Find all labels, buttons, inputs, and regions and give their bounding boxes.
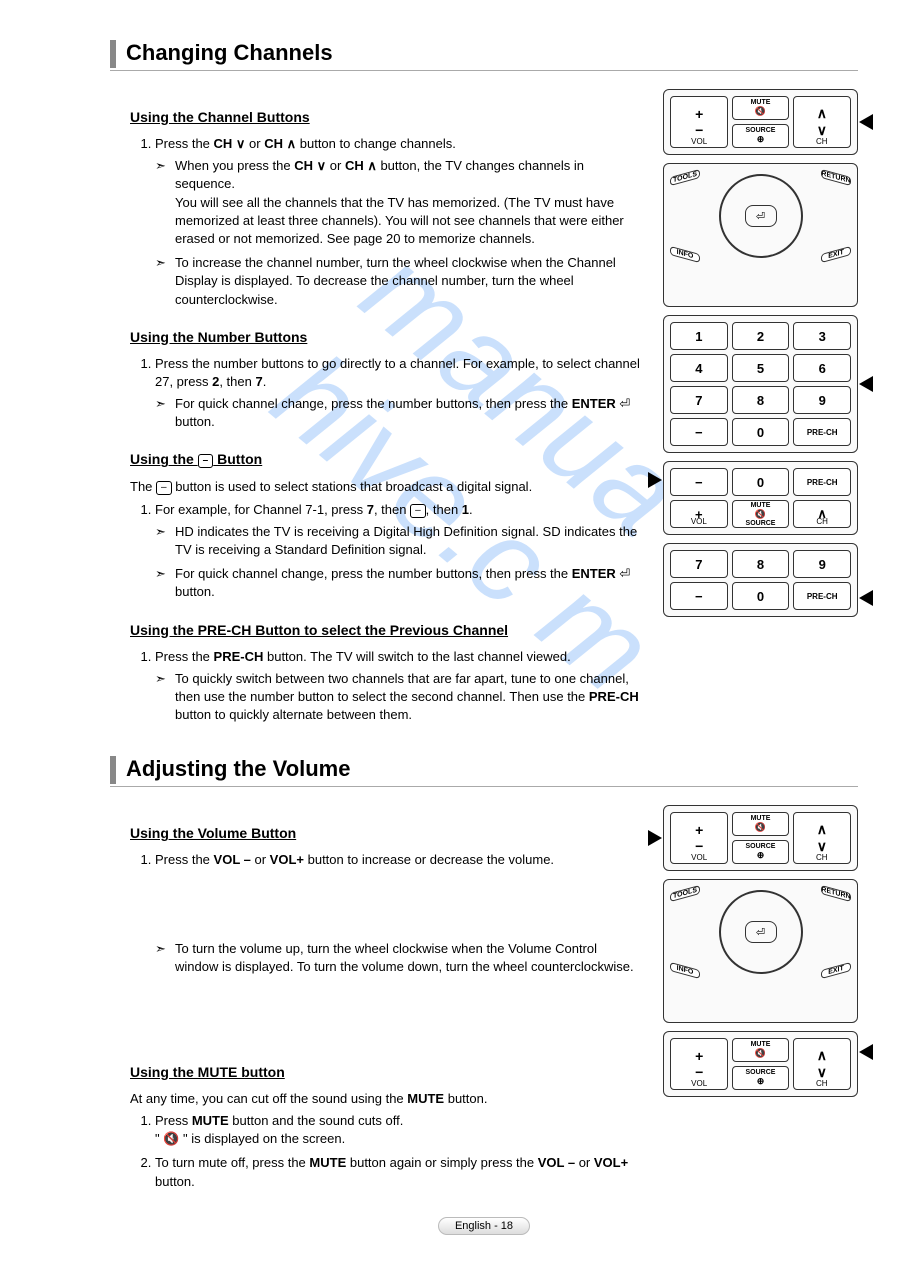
keypad-2: 2 [732,322,790,350]
keypad-0: 0 [732,468,790,496]
dash-button: − [670,468,728,496]
enter-button: ⏎ [745,921,777,943]
enter-button: ⏎ [745,205,777,227]
bullet: To quickly switch between two channels t… [175,670,643,725]
mute-intro: At any time, you can cut off the sound u… [130,1090,643,1108]
subheading-number-buttons: Using the Number Buttons [130,329,643,345]
vol-button: +−VOL [670,1038,728,1090]
subheading-channel-buttons: Using the Channel Buttons [130,109,643,125]
source-button: SOURCE⊕ [732,124,788,148]
tools-button: TOOLS [670,885,700,902]
remote-diagram-dash-row: −0PRE-CH +VOL MUTE🔇SOURCE ∧CH [663,461,858,535]
step-2-mute: To turn mute off, press the MUTE button … [155,1154,643,1190]
mute-button: MUTE🔇 [732,96,788,120]
step-1-volume: Press the VOL – or VOL+ button to increa… [155,851,643,869]
keypad-9: 9 [793,386,851,414]
bullet: For quick channel change, press the numb… [175,565,643,601]
prech-button: PRE-CH [793,468,851,496]
mute-button: MUTE🔇 [732,812,788,836]
keypad-5: 5 [732,354,790,382]
ch-button: ∧∨CH [793,96,851,148]
dash-box-icon: – [410,504,426,518]
pointer-icon [859,590,873,606]
remote-diagram-prech: 789 −0PRE-CH [663,543,858,617]
prech-button: PRE-CH [793,418,851,446]
subheading-dash-button: Using the – Button [130,451,643,468]
return-button: RETURN [821,885,851,902]
remote-diagram-vol-ch: +−VOL MUTE🔇 SOURCE⊕ ∧∨CH [663,89,858,155]
keypad-9: 9 [793,550,851,578]
prech-button: PRE-CH [793,582,851,610]
subheading-prech: Using the PRE-CH Button to select the Pr… [130,622,643,638]
exit-button: EXIT [821,962,851,979]
source-button: SOURCE⊕ [732,840,788,864]
remote-diagram-wheel: TOOLS INFO ⏎ RETURN EXIT [663,879,858,1023]
pointer-icon [859,1044,873,1060]
info-button: INFO [670,962,700,979]
section-title-changing-channels: Changing Channels [110,40,858,68]
remote-diagram-wheel: TOOLS INFO ⏎ RETURN EXIT [663,163,858,307]
keypad-1: 1 [670,322,728,350]
keypad-4: 4 [670,354,728,382]
keypad-7: 7 [670,386,728,414]
vol-button: +VOL [670,500,728,528]
ch-button: ∧∨CH [793,1038,851,1090]
subheading-volume-button: Using the Volume Button [130,825,643,841]
keypad-6: 6 [793,354,851,382]
exit-button: EXIT [821,246,851,263]
keypad-0: 0 [732,418,790,446]
bullet: When you press the CH ∨ or CH ∧ button, … [175,157,643,248]
dash-box-icon: – [156,481,172,495]
keypad-8: 8 [732,550,790,578]
bullet: HD indicates the TV is receiving a Digit… [175,523,643,559]
section-title-adjusting-volume: Adjusting the Volume [110,756,858,784]
keypad-7: 7 [670,550,728,578]
step-1-dash-button: For example, for Channel 7-1, press 7, t… [155,501,643,602]
nav-wheel: ⏎ [719,890,803,974]
nav-wheel: ⏎ [719,174,803,258]
pointer-icon [859,376,873,392]
keypad-8: 8 [732,386,790,414]
step-1-number-buttons: Press the number buttons to go directly … [155,355,643,432]
source-button: SOURCE⊕ [732,1066,788,1090]
dash-box-icon: – [198,454,214,468]
pointer-icon [648,830,662,846]
bullet: To turn the volume up, turn the wheel cl… [175,940,643,976]
tools-button: TOOLS [670,169,700,186]
keypad-0: 0 [732,582,790,610]
keypad-3: 3 [793,322,851,350]
subheading-mute-button: Using the MUTE button [130,1064,643,1080]
remote-diagram-mute-pointer: +−VOL MUTE🔇 SOURCE⊕ ∧∨CH [663,1031,858,1097]
dash-button: − [670,418,728,446]
return-button: RETURN [821,169,851,186]
step-text: Press the CH ∨ or CH ∧ button to change … [155,136,456,151]
page-number-badge: English - 18 [110,1217,858,1235]
bullet: For quick channel change, press the numb… [175,395,643,431]
step-1-prech: Press the PRE-CH button. The TV will swi… [155,648,643,725]
step-1-mute: Press MUTE button and the sound cuts off… [155,1112,643,1148]
mute-button: MUTE🔇 [732,1038,788,1062]
pointer-icon [648,472,662,488]
ch-button: ∧∨CH [793,812,851,864]
dash-button: − [670,582,728,610]
info-button: INFO [670,246,700,263]
step-1-channel-buttons: Press the CH ∨ or CH ∧ button to change … [155,135,643,309]
dash-intro: The – button is used to select stations … [130,478,643,496]
vol-button: +−VOL [670,96,728,148]
remote-diagram-vol-pointer: +−VOL MUTE🔇 SOURCE⊕ ∧∨CH [663,805,858,871]
remote-diagram-keypad: 123 456 789 −0PRE-CH [663,315,858,453]
bullet: To increase the channel number, turn the… [175,254,643,309]
ch-button: ∧CH [793,500,851,528]
pointer-icon [859,114,873,130]
mute-button: MUTE🔇SOURCE [732,500,790,528]
vol-button: +−VOL [670,812,728,864]
